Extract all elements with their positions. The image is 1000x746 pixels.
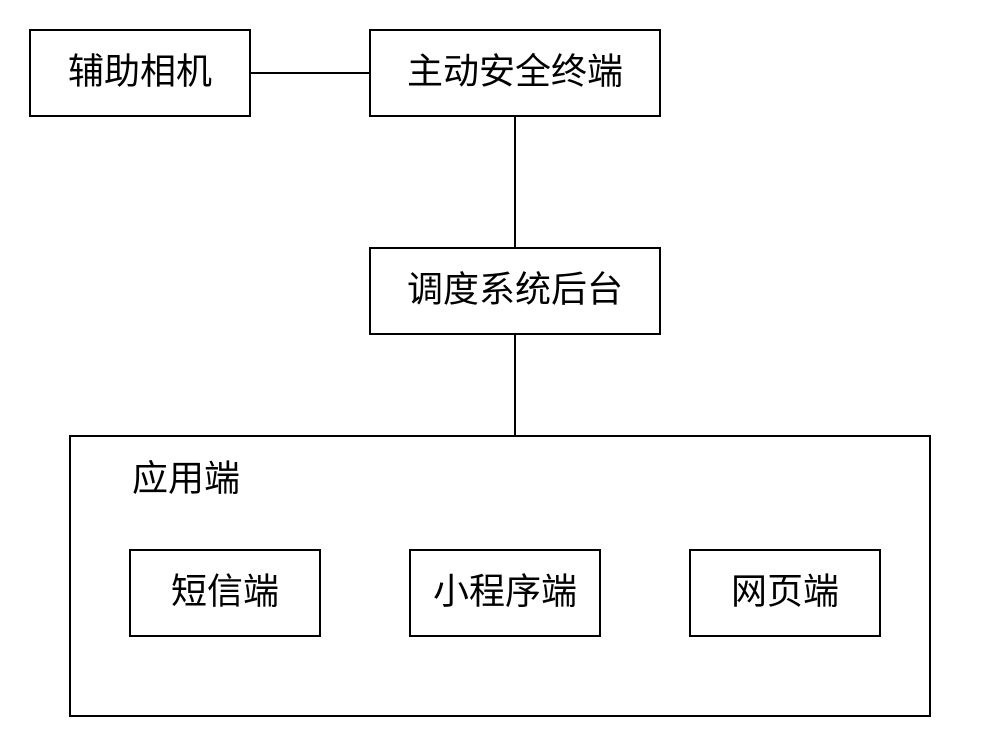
node-dispatch-label: 调度系统后台	[407, 269, 623, 309]
diagram-canvas: 应用端 辅助相机 主动安全终端 调度系统后台 短信端 小程序端 网页端	[0, 0, 1000, 746]
node-miniapp-label: 小程序端	[433, 571, 577, 611]
node-active-safety-label: 主动安全终端	[407, 51, 623, 91]
node-sms-label: 短信端	[171, 571, 279, 611]
node-aux-camera-label: 辅助相机	[68, 51, 212, 91]
node-web-label: 网页端	[731, 571, 839, 611]
node-app-container-label: 应用端	[132, 458, 240, 498]
